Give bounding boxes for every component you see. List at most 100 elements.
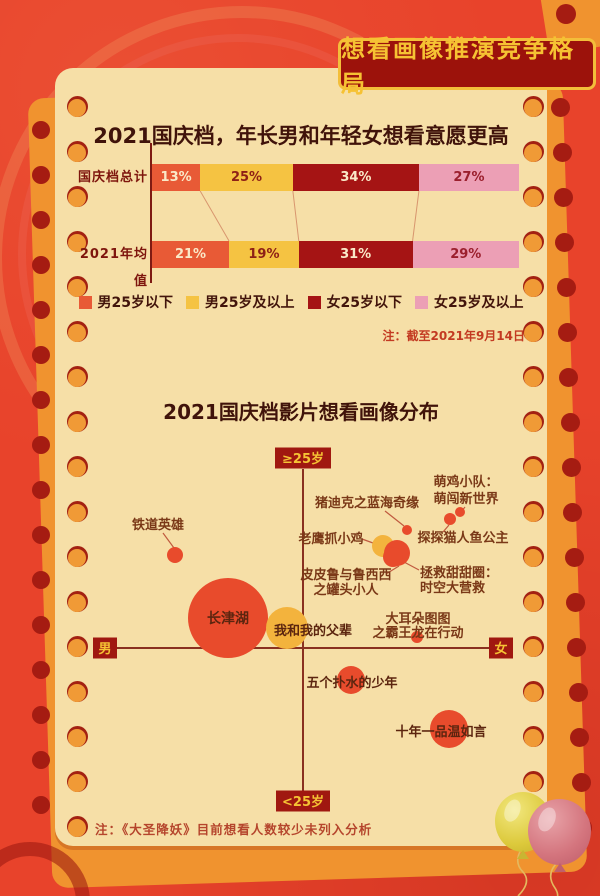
bar-chart-legend: 男25岁以下 男25岁及以上 女25岁以下 女25岁及以上: [60, 292, 542, 312]
band-dot: [563, 502, 583, 522]
scatter-chart-note: 注：《大圣降妖》目前想看人数较少未列入分析: [95, 822, 373, 837]
bar-segment: 13%: [152, 164, 201, 191]
band-dot: [32, 751, 50, 769]
band-dot: [567, 637, 587, 657]
band-dot: [32, 436, 50, 454]
punch-hole: [522, 590, 544, 612]
bubble-zhudike: [402, 525, 412, 535]
bubble-tantanmao: [444, 513, 456, 525]
movie-label-zhudike: 猪迪克之蓝海奇缘: [314, 495, 419, 511]
band-dot: [32, 301, 50, 319]
band-dot: [564, 547, 584, 567]
legend-label: 男25岁及以上: [205, 295, 295, 311]
punch-hole: [522, 635, 544, 657]
bubble-changjinhu: [188, 578, 268, 658]
band-dot: [556, 277, 576, 297]
axis-label-text: <25岁: [282, 794, 324, 810]
band-dot: [560, 412, 580, 432]
axis-label-box: [489, 637, 513, 659]
punch-hole: [66, 545, 88, 567]
punch-hole: [522, 545, 544, 567]
band-dot: [32, 571, 50, 589]
band-dot: [551, 97, 571, 117]
bubble-shinian-yipin: [430, 710, 468, 748]
legend-item: 男25岁及以上: [186, 292, 295, 312]
movie-label-wuge-pushui-shaonian: 五个扑水的少年: [306, 675, 397, 691]
band-dot: [570, 727, 590, 747]
bar-chart-axis-line: [150, 143, 152, 283]
movie-label-tiedao-yingxiong: 铁道英雄: [131, 517, 184, 533]
leader-line: [442, 524, 450, 533]
axis-label-text: 女: [494, 641, 507, 657]
movie-label-zhengjiu-tiantianquan: 时空大营救: [420, 580, 485, 596]
axis-label-box: [93, 637, 117, 659]
band-dot: [32, 706, 50, 724]
header-badge: 想看画像推演竞争格局: [338, 35, 596, 98]
bubble-daerduo-tutu: [411, 631, 423, 643]
axis-label-box: [276, 790, 330, 812]
axis-label-text: ≥25岁: [282, 451, 324, 467]
band-dot: [32, 481, 50, 499]
bar-chart-title: 2021国庆档，年长男和年轻女想看意愿更高: [93, 124, 509, 148]
punch-hole: [66, 770, 88, 792]
bar-chart-note: 注：截至2021年9月14日: [382, 329, 525, 343]
punch-hole: [66, 320, 88, 342]
legend-swatch: [78, 295, 92, 309]
axis-label-text: 男: [98, 642, 111, 657]
movie-label-pipilu: 之罐头小人: [313, 582, 379, 598]
movie-label-daerduo-tutu: 之霸王龙在行动: [372, 625, 463, 641]
band-dot: [553, 187, 573, 207]
bar-row-label: 国庆档总计: [77, 170, 148, 185]
bar-segment: 25%: [200, 164, 293, 191]
punch-hole: [66, 365, 88, 387]
movie-label-tantanmao: 探探猫人鱼公主: [417, 530, 508, 546]
bar-segment: 27%: [418, 164, 519, 191]
band-dot: [552, 142, 572, 162]
band-dot: [558, 322, 577, 342]
bar-connector-line: [412, 191, 420, 241]
bar-connector-line: [292, 191, 300, 241]
band-dot: [562, 457, 582, 477]
legend-swatch: [186, 295, 200, 309]
punch-hole: [522, 365, 544, 387]
punch-hole: [522, 140, 544, 162]
legend-swatch: [307, 295, 321, 309]
band-dot: [559, 367, 579, 387]
leader-line: [361, 538, 374, 544]
leader-line: [162, 532, 175, 549]
movie-label-changjinhu: 长津湖: [207, 610, 249, 627]
punch-hole: [66, 635, 88, 657]
band-dot: [32, 616, 50, 634]
punch-hole: [66, 185, 88, 207]
movie-label-mengji-xiaodui: 萌鸡小队：: [433, 474, 498, 490]
punch-hole: [522, 500, 544, 522]
axis-label-box: [275, 447, 331, 469]
bar-row-label: 2021年均值: [79, 247, 148, 289]
bar-segments: 13% 25% 34% 27%: [152, 164, 519, 191]
punch-hole: [522, 770, 544, 792]
punch-hole: [66, 815, 88, 837]
legend-label: 男25岁以下: [97, 295, 174, 311]
movie-label-laoying-zhuaxiaoji: 老鹰抓小鸡: [297, 531, 363, 547]
band-dot: [32, 346, 50, 364]
bubble-pipilu: [383, 547, 403, 567]
legend-label: 女25岁以下: [326, 295, 402, 311]
band-dot: [32, 796, 50, 814]
punch-hole: [66, 230, 88, 252]
legend-item: 女25岁以下: [307, 292, 402, 312]
legend-item: 女25岁及以上: [414, 292, 523, 312]
pink-balloon-decoration: [528, 799, 591, 872]
leader-line: [403, 561, 420, 571]
scatter-chart-title: 2021国庆档影片想看画像分布: [163, 400, 439, 424]
punch-hole: [522, 95, 544, 117]
legend-swatch: [414, 295, 428, 309]
bar-segment: 21%: [152, 241, 230, 268]
leader-line: [384, 510, 405, 527]
band-dot: [571, 772, 591, 792]
bubble-tiedao-yingxiong: [167, 547, 183, 563]
band-dot: [556, 4, 576, 24]
bubble-wohewodefubei: [266, 607, 308, 649]
punch-hole: [522, 275, 544, 297]
